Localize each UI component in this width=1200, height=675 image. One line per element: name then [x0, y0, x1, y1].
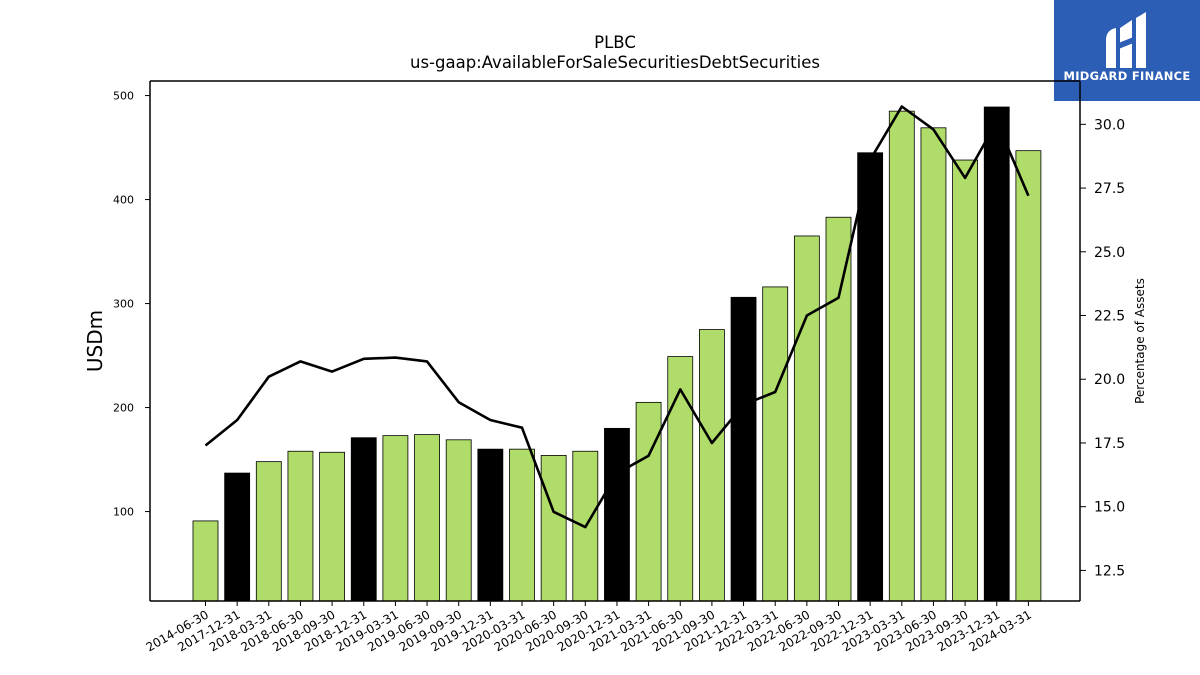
y2-tick-label: 17.5 [1094, 436, 1125, 452]
bar-2018-06-30 [287, 450, 314, 602]
bar-2019-03-31 [382, 435, 409, 602]
chart-subtitle: us-gaap:AvailableForSaleSecuritiesDebtSe… [410, 53, 820, 72]
y2-tick-label: 15.0 [1094, 500, 1125, 516]
bar-2017-12-31 [224, 472, 251, 602]
bars [192, 106, 1042, 602]
midgard-finance-logo: MIDGARD FINANCE [1054, 0, 1200, 101]
bar-2021-03-31 [635, 401, 662, 602]
bar-2018-03-31 [255, 461, 282, 602]
bar-2023-09-30 [952, 159, 978, 602]
bar-2020-03-31 [509, 448, 535, 602]
y-tick-label: 500 [113, 90, 134, 103]
y2-tick-label: 22.5 [1094, 309, 1125, 325]
midgard-logo-icon [1106, 12, 1146, 68]
percentage-line [204, 105, 1030, 529]
bar-2023-12-31 [983, 106, 1010, 602]
y-tick-label: 400 [113, 194, 134, 207]
y2-tick-label: 25.0 [1094, 245, 1125, 261]
chart-title: PLBC [594, 33, 636, 52]
y2-tick-label: 12.5 [1094, 563, 1125, 579]
logo-text: MIDGARD FINANCE [1063, 69, 1191, 83]
bar-2021-09-30 [699, 329, 725, 602]
bar-2018-09-30 [319, 451, 346, 602]
bar-2022-06-30 [793, 235, 820, 602]
bar-2020-12-31 [604, 427, 630, 602]
y2-axis-label: Percentage of Assets [1133, 278, 1147, 404]
y2-tick-label: 20.0 [1094, 372, 1125, 388]
bar-2022-03-31 [762, 286, 789, 602]
bar-2021-06-30 [667, 356, 694, 602]
y-tick-label: 300 [113, 298, 134, 311]
bar-2023-03-31 [888, 110, 915, 602]
bar-2023-06-30 [920, 127, 947, 602]
bar-2021-12-31 [730, 296, 757, 602]
y-axis-label: USDm [83, 310, 107, 372]
bar-2024-03-31 [1015, 150, 1042, 602]
bar-2019-12-31 [477, 448, 504, 602]
y-tick-label: 200 [113, 402, 134, 415]
bar-2019-09-30 [445, 439, 472, 602]
y-tick-label: 100 [113, 506, 134, 519]
axes [145, 80, 1086, 606]
bar-2019-06-30 [414, 434, 440, 602]
bar-2018-12-31 [350, 437, 377, 602]
bar-2020-06-30 [540, 454, 567, 602]
bar-2022-12-31 [857, 152, 884, 602]
line [204, 105, 1030, 529]
bar-2014-06-30 [192, 520, 219, 602]
y2-tick-label: 30.0 [1094, 117, 1125, 133]
bar-2022-09-30 [825, 216, 852, 602]
y2-tick-label: 27.5 [1094, 181, 1125, 197]
